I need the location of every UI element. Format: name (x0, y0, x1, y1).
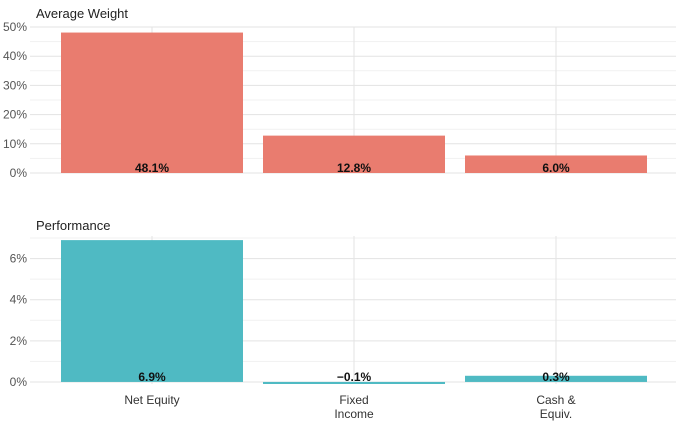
bar-net-equity (61, 32, 243, 173)
y-tick-label: 0% (10, 166, 28, 180)
panel-average-weight: Average Weight 0% 10% 20% 30% 40% 50% 48.1% 12.8… (3, 6, 676, 180)
y-tick-label: 50% (3, 20, 27, 34)
y-tick-label: 10% (3, 137, 27, 151)
bar-fixed-income (263, 381, 445, 384)
data-label: 0.3% (542, 370, 570, 384)
y-tick-label: 20% (3, 108, 27, 122)
x-tick-label-line: Income (334, 407, 374, 421)
y-tick-label: 30% (3, 78, 27, 92)
bar-cash-equiv- (465, 375, 647, 382)
data-label: 6.9% (138, 370, 166, 384)
x-tick-label: Net Equity (124, 393, 179, 407)
data-label: 12.8% (337, 161, 371, 175)
panel-title: Performance (36, 218, 110, 233)
x-tick-label-line: Cash & (536, 393, 575, 407)
y-tick-label: 4% (10, 293, 28, 307)
data-label: −0.1% (337, 370, 372, 384)
panel-performance: Performance 0% 2% 4% 6% 6.9% −0.1% 0.3% Net Equi… (10, 218, 676, 421)
x-tick-label: Cash & Equiv. (536, 393, 575, 421)
y-tick-label: 0% (10, 375, 28, 389)
x-tick-label-line: Equiv. (540, 407, 572, 421)
bar-cash-equiv- (465, 155, 647, 173)
data-label: 6.0% (542, 161, 570, 175)
bar-fixed-income (263, 135, 445, 173)
y-tick-label: 40% (3, 49, 27, 63)
panel-title: Average Weight (36, 6, 128, 21)
x-tick-label-line: Net Equity (124, 393, 179, 407)
x-tick-label-line: Fixed (339, 393, 368, 407)
y-tick-label: 2% (10, 334, 28, 348)
bar-net-equity (61, 240, 243, 382)
data-label: 48.1% (135, 161, 169, 175)
x-tick-label: Fixed Income (334, 393, 374, 421)
y-tick-label: 6% (10, 252, 28, 266)
